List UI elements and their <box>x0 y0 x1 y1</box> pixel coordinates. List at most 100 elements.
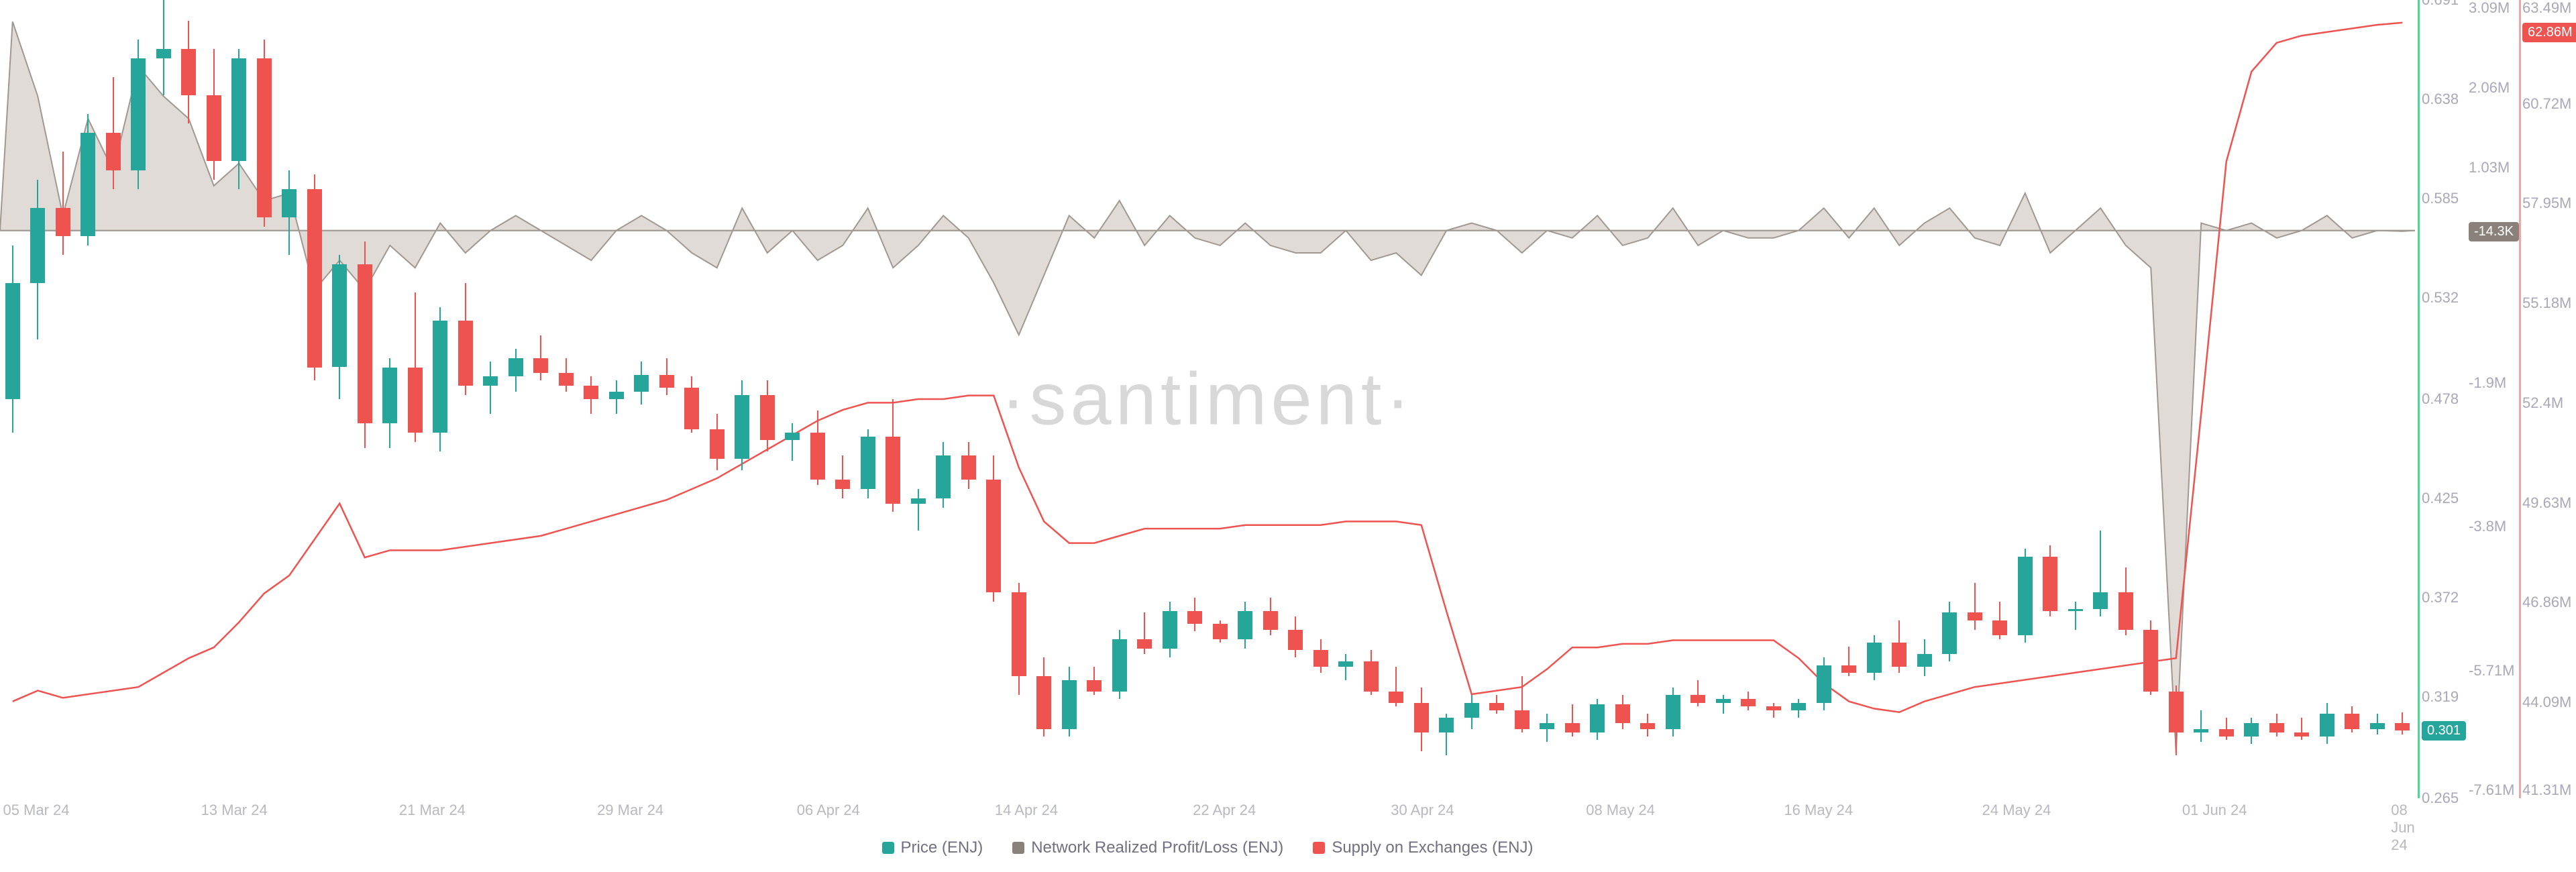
candle-body <box>156 49 171 58</box>
legend-label: Network Realized Profit/Loss (ENJ) <box>1031 838 1283 857</box>
candle-body <box>533 358 548 373</box>
y-tick-price: 0.638 <box>2422 91 2459 108</box>
candle-body <box>1238 611 1252 639</box>
y-axis-supply: 63.49M62.86M60.72M57.95M55.18M52.4M49.63… <box>2522 0 2576 798</box>
candle-wick <box>1773 703 1774 718</box>
candle-body <box>483 376 498 386</box>
candle-body <box>1338 661 1353 667</box>
legend-swatch <box>1313 842 1325 854</box>
candle-body <box>282 189 297 217</box>
candle-body <box>986 480 1001 592</box>
candle-body <box>1917 654 1932 667</box>
y-tick-npl: -5.71M <box>2469 662 2514 679</box>
y-axis-npl: 3.09M2.06M1.03M-1.9M-3.8M-5.71M-7.61M-14… <box>2469 0 2516 798</box>
candle-body <box>2320 714 2334 737</box>
y-axis-supply-line <box>2519 0 2521 798</box>
y-tick-price: 0.585 <box>2422 190 2459 207</box>
candle-body <box>332 264 347 368</box>
y-tick-price: 0.425 <box>2422 490 2459 507</box>
candle-body <box>30 208 45 283</box>
candle-body <box>735 395 749 459</box>
candle-body <box>1439 718 1454 732</box>
legend-label: Supply on Exchanges (ENJ) <box>1332 838 1533 857</box>
x-tick: 21 Mar 24 <box>399 802 466 819</box>
y-axis-price-line <box>2418 0 2420 798</box>
legend-item[interactable]: Supply on Exchanges (ENJ) <box>1313 838 1533 857</box>
candle-body <box>80 133 95 236</box>
npl-current-badge: -14.3K <box>2469 222 2519 241</box>
x-tick: 22 Apr 24 <box>1193 802 1256 819</box>
candle-body <box>609 392 624 399</box>
candle-body <box>1741 699 1756 706</box>
candle-body <box>1087 680 1102 692</box>
x-tick: 29 Mar 24 <box>597 802 663 819</box>
y-tick-price: 0.319 <box>2422 688 2459 706</box>
candle-body <box>1036 676 1051 728</box>
legend-item[interactable]: Network Realized Profit/Loss (ENJ) <box>1012 838 1283 857</box>
candle-body <box>2244 723 2259 737</box>
x-tick: 05 Mar 24 <box>3 802 69 819</box>
candle-body <box>2194 729 2208 733</box>
y-tick-supply: 57.95M <box>2522 195 2571 212</box>
candle-body <box>1163 611 1177 649</box>
candle-body <box>1968 612 1982 620</box>
candle-body <box>2345 714 2359 728</box>
chart-container: ·santiment· 0.6910.6380.5850.5320.4780.4… <box>0 0 2576 872</box>
candle-body <box>1766 706 1781 710</box>
y-tick-supply: 41.31M <box>2522 781 2571 799</box>
legend-swatch <box>882 842 894 854</box>
candle-body <box>1590 704 1605 732</box>
candle-body <box>2169 692 2184 732</box>
candle-body <box>1263 611 1278 630</box>
candle-body <box>56 208 70 236</box>
candle-body <box>710 429 724 459</box>
candle-body <box>358 264 372 423</box>
candle-body <box>131 58 146 171</box>
candle-body <box>684 388 699 429</box>
y-tick-price: 0.691 <box>2422 0 2459 9</box>
x-tick: 16 May 24 <box>1784 802 1853 819</box>
y-tick-npl: 2.06M <box>2469 79 2510 97</box>
candle-body <box>1313 650 1328 667</box>
candle-body <box>2068 609 2083 611</box>
candle-body <box>1841 665 1856 673</box>
legend-item[interactable]: Price (ENJ) <box>882 838 983 857</box>
candle-body <box>382 368 397 424</box>
candle-wick <box>792 423 793 461</box>
candle-body <box>2370 723 2385 728</box>
candle-body <box>433 321 447 433</box>
x-tick: 24 May 24 <box>1982 802 2051 819</box>
candle-body <box>760 395 775 440</box>
candle-body <box>961 455 976 480</box>
y-tick-supply: 60.72M <box>2522 95 2571 113</box>
candle-body <box>1690 695 1705 702</box>
candle-body <box>1062 680 1077 729</box>
candle-body <box>257 58 272 217</box>
candle-body <box>1515 710 1529 729</box>
y-tick-price: 0.372 <box>2422 589 2459 606</box>
candle-body <box>785 433 800 440</box>
y-tick-supply: 52.4M <box>2522 394 2563 412</box>
candle-body <box>936 455 951 498</box>
candle-body <box>231 58 246 162</box>
candle-body <box>1615 704 1630 723</box>
candle-body <box>1791 703 1806 710</box>
x-tick: 08 May 24 <box>1586 802 1655 819</box>
y-tick-price: 0.532 <box>2422 289 2459 307</box>
candle-body <box>1464 703 1479 718</box>
legend-swatch <box>1012 842 1024 854</box>
legend-label: Price (ENJ) <box>901 838 983 857</box>
candle-body <box>1187 611 1202 624</box>
y-tick-npl: -3.8M <box>2469 518 2506 535</box>
x-tick: 01 Jun 24 <box>2182 802 2247 819</box>
candle-body <box>885 437 900 504</box>
candle-body <box>1942 612 1957 653</box>
plot-area[interactable]: ·santiment· <box>0 0 2415 798</box>
candle-body <box>584 386 598 399</box>
candle-body <box>1414 703 1429 733</box>
y-tick-npl: 1.03M <box>2469 159 2510 176</box>
candle-body <box>2018 557 2033 635</box>
candle-body <box>861 437 875 489</box>
candle-body <box>1389 692 1403 703</box>
candle-body <box>106 133 121 170</box>
